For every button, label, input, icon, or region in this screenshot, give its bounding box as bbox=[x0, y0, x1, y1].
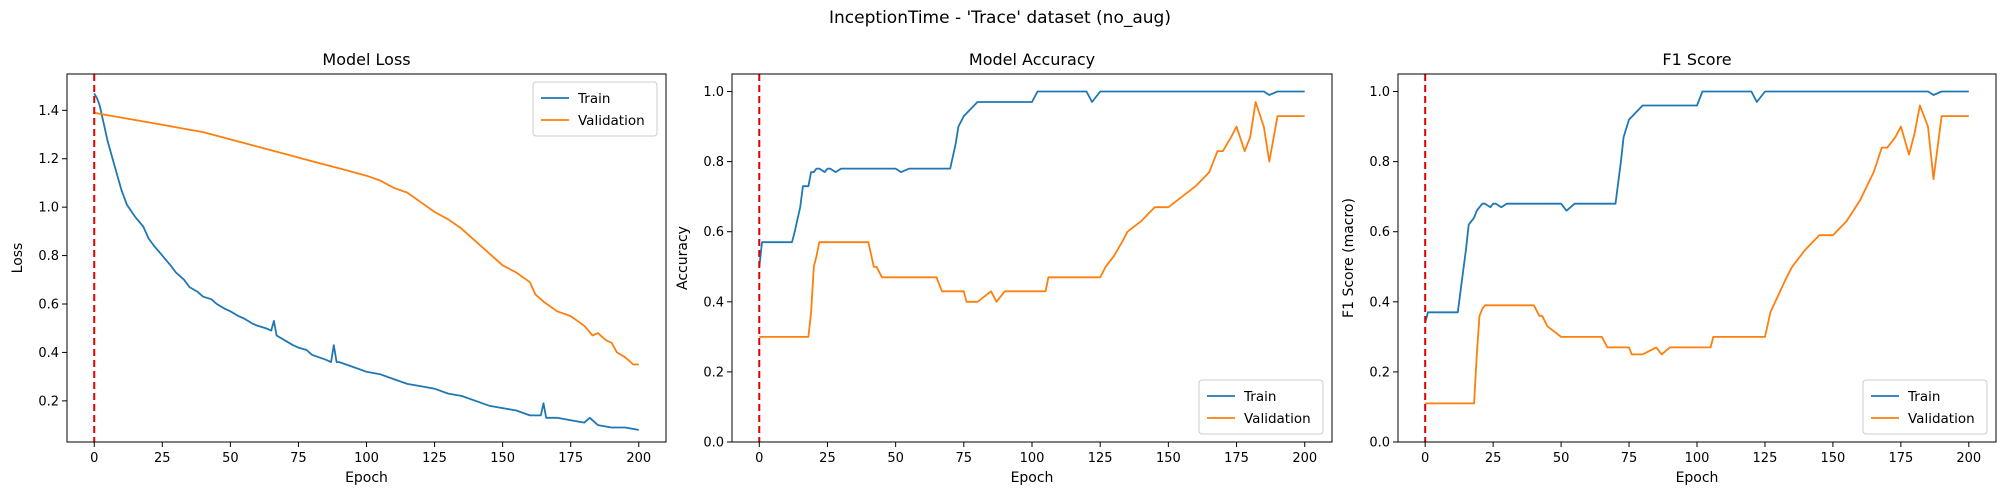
legend-box bbox=[1862, 379, 1988, 435]
x-tick-label: 125 bbox=[422, 451, 447, 466]
x-tick-label: 75 bbox=[290, 451, 307, 466]
y-tick-label: 0.8 bbox=[38, 249, 59, 264]
y-tick-label: 0.4 bbox=[1369, 295, 1390, 310]
x-tick-label: 150 bbox=[1820, 451, 1845, 466]
y-tick-label: 0.0 bbox=[703, 436, 724, 451]
x-tick-label: 100 bbox=[1020, 451, 1045, 466]
series-line-train bbox=[93, 92, 639, 431]
series-line-train bbox=[758, 90, 1305, 267]
legend-box bbox=[1198, 379, 1324, 435]
legend-label: Validation bbox=[1908, 411, 1975, 427]
y-axis-label: Accuracy bbox=[675, 226, 691, 290]
y-tick-label: 1.0 bbox=[703, 85, 724, 100]
legend-label: Train bbox=[1907, 389, 1940, 405]
legend: Train Validation bbox=[532, 81, 658, 137]
plot-frame bbox=[1397, 73, 1997, 443]
x-tick-label: 25 bbox=[1485, 451, 1502, 466]
x-tick-label: 200 bbox=[1292, 451, 1317, 466]
legend: Train Validation bbox=[1862, 379, 1988, 435]
x-tick-label: 0 bbox=[755, 451, 763, 466]
y-tick-label: 1.2 bbox=[38, 152, 59, 167]
y-tick-label: 0.6 bbox=[1369, 225, 1390, 240]
chart-title: Model Accuracy bbox=[969, 50, 1095, 69]
x-tick-label: 75 bbox=[956, 451, 973, 466]
x-axis-label: Epoch bbox=[345, 470, 388, 486]
y-tick-label: 0.6 bbox=[38, 298, 59, 313]
x-tick-label: 200 bbox=[626, 451, 651, 466]
x-tick-label: 25 bbox=[154, 451, 171, 466]
x-tick-label: 50 bbox=[887, 451, 904, 466]
y-tick-label: 0.4 bbox=[38, 346, 59, 361]
x-tick-label: 100 bbox=[354, 451, 379, 466]
x-tick-label: 75 bbox=[1621, 451, 1638, 466]
y-tick-label: 0.4 bbox=[703, 295, 724, 310]
y-tick-label: 1.4 bbox=[38, 104, 59, 119]
figure-suptitle: InceptionTime - 'Trace' dataset (no_aug) bbox=[829, 8, 1171, 28]
series-line-validation bbox=[759, 101, 1305, 338]
legend-label: Train bbox=[1243, 389, 1276, 405]
y-tick-label: 0.2 bbox=[38, 394, 59, 409]
x-tick-label: 0 bbox=[90, 451, 98, 466]
legend-label: Validation bbox=[578, 113, 645, 129]
chart-panel-2: Model Accuracy 0 25 50 75 100 125 150 175 200 0.0 0… bbox=[675, 50, 1333, 486]
x-tick-label: 150 bbox=[490, 451, 515, 466]
chart-title: Model Loss bbox=[322, 50, 410, 69]
chart-panel-3: F1 Score 0 25 50 75 100 125 150 175 200 0.0 0.2 0.4 0… bbox=[1341, 50, 1997, 486]
y-tick-label: 0.8 bbox=[1369, 155, 1390, 170]
y-tick-label: 0.0 bbox=[1369, 436, 1390, 451]
x-tick-label: 175 bbox=[558, 451, 583, 466]
chart-panel-1: Model Loss 0 25 50 75 100 125 150 175 200 0.2 0.4 0.… bbox=[10, 50, 667, 486]
y-tick-label: 0.2 bbox=[703, 365, 724, 380]
x-tick-label: 100 bbox=[1685, 451, 1710, 466]
x-axis-label: Epoch bbox=[1011, 470, 1054, 486]
x-axis-label: Epoch bbox=[1676, 470, 1719, 486]
x-tick-label: 150 bbox=[1156, 451, 1181, 466]
legend-label: Validation bbox=[1244, 411, 1311, 427]
x-tick-label: 25 bbox=[819, 451, 836, 466]
y-tick-label: 1.0 bbox=[1369, 85, 1390, 100]
legend: Train Validation bbox=[1198, 379, 1324, 435]
y-tick-label: 0.2 bbox=[1369, 365, 1390, 380]
series-line-validation bbox=[94, 111, 639, 366]
x-tick-label: 125 bbox=[1753, 451, 1778, 466]
plot-frame bbox=[66, 73, 667, 443]
plot-frame bbox=[731, 73, 1333, 443]
y-tick-label: 0.8 bbox=[703, 155, 724, 170]
y-axis-label: Loss bbox=[10, 243, 26, 274]
x-tick-label: 175 bbox=[1888, 451, 1913, 466]
y-axis-label: F1 Score (macro) bbox=[1341, 198, 1357, 318]
x-tick-label: 125 bbox=[1088, 451, 1113, 466]
x-tick-label: 50 bbox=[1553, 451, 1570, 466]
series-line-train bbox=[1424, 90, 1969, 324]
y-tick-label: 1.0 bbox=[38, 201, 59, 216]
x-tick-label: 200 bbox=[1956, 451, 1981, 466]
legend-label: Train bbox=[577, 91, 610, 107]
x-tick-label: 50 bbox=[222, 451, 239, 466]
chart-title: F1 Score bbox=[1662, 50, 1731, 69]
legend-box bbox=[532, 81, 658, 137]
x-tick-label: 0 bbox=[1421, 451, 1429, 466]
series-line-validation bbox=[1425, 104, 1969, 405]
y-tick-label: 0.6 bbox=[703, 225, 724, 240]
x-tick-label: 175 bbox=[1224, 451, 1249, 466]
